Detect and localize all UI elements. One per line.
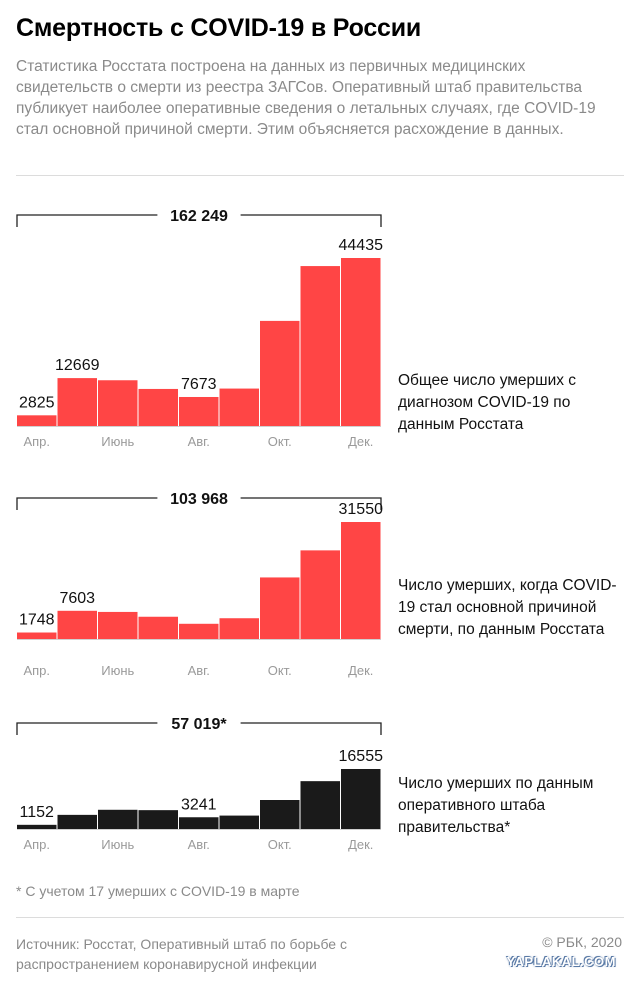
intro-text: Статистика Росстата построена на данных …: [16, 58, 596, 138]
tick-label: Июнь: [101, 663, 134, 678]
footnote: * С учетом 17 умерших с COVID-19 в марте: [16, 883, 300, 899]
bar-Авг.: [179, 623, 219, 639]
bottom-divider: [16, 917, 624, 918]
tick-label: Апр.: [23, 663, 50, 678]
data-label: 3241: [181, 796, 217, 813]
copyright: © РБК, 2020: [542, 934, 622, 950]
watermark: YAPLAKAL.COM: [506, 954, 616, 969]
series-label-rosstat-total: Общее число умерших с диагнозом COVID-19…: [398, 372, 577, 433]
bar-Май: [57, 378, 97, 426]
total-label-bg: [157, 713, 241, 733]
total-label-bg: [157, 488, 241, 508]
bar-Окт.: [260, 577, 300, 639]
data-label: 12669: [55, 357, 100, 374]
bar-Май: [57, 610, 97, 639]
bar-Окт.: [260, 320, 300, 426]
tick-label: Июнь: [101, 434, 134, 449]
top-divider: [16, 175, 624, 176]
chart-rosstat-total: 162 249 2825 12669 7673 44435 Апр. Июнь Авг. Окт…: [0, 195, 640, 465]
bar-Апр.: [17, 824, 57, 829]
total-label-bg: [157, 205, 241, 225]
total-label: 57 019*: [171, 716, 227, 733]
tick-label: Июнь: [101, 837, 134, 852]
bar-Июль: [138, 810, 178, 829]
total-label: 103 968: [170, 491, 228, 508]
bar-Июнь: [98, 809, 138, 829]
bar-Июнь: [98, 380, 138, 426]
bar-Июль: [138, 616, 178, 639]
bar-Нояб.: [300, 781, 340, 829]
chart-rosstat-main-cause: 103 968 1748 7603 31550 Апр. Июнь Авг. Окт. Дек.: [0, 478, 640, 683]
data-label: 7603: [59, 590, 95, 607]
data-label: 7673: [181, 376, 217, 393]
bar-Июнь: [98, 611, 138, 639]
tick-label: Окт.: [268, 663, 292, 678]
bar-Сент.: [219, 815, 259, 829]
tick-label: Апр.: [23, 434, 50, 449]
tick-label: Авг.: [188, 663, 210, 678]
bar-Дек.: [341, 258, 381, 426]
bar-Нояб.: [300, 550, 340, 639]
tick-label: Окт.: [268, 434, 292, 449]
tick-label: Авг.: [188, 837, 210, 852]
data-label: 31550: [339, 501, 384, 518]
tick-label: Окт.: [268, 837, 292, 852]
bar-Авг.: [179, 396, 219, 426]
bar-Нояб.: [300, 266, 340, 426]
series-label-operational-hq: Число умерших по данным оперативного шта…: [398, 775, 594, 836]
tick-label: Авг.: [188, 434, 210, 449]
tick-label: Апр.: [23, 837, 50, 852]
data-label: 16555: [339, 748, 384, 765]
bar-Авг.: [179, 817, 219, 829]
bar-Сент.: [219, 618, 259, 639]
series-label-rosstat-main-cause: Число умерших, когда COVID-19 стал основ…: [398, 577, 617, 638]
bar-Дек.: [341, 522, 381, 639]
tick-label: Дек.: [348, 434, 373, 449]
total-label: 162 249: [170, 208, 228, 225]
bar-Июль: [138, 388, 178, 426]
bar-Май: [57, 814, 97, 829]
data-label: 44435: [339, 237, 384, 254]
bar-Дек.: [341, 769, 381, 829]
data-label: 1748: [19, 612, 55, 629]
tick-label: Дек.: [348, 663, 373, 678]
source-text: Источник: Росстат, Оперативный штаб по б…: [16, 936, 347, 972]
tick-label: Дек.: [348, 837, 373, 852]
chart-operational-hq: 57 019* 1152 3241 16555 Апр. Июнь Авг. Окт. Дек.: [0, 703, 640, 858]
chart-operational-hq-svg: 57 019* 1152 3241 16555 Апр. Июнь Авг. Окт. Дек.: [16, 713, 384, 852]
bar-Апр.: [17, 632, 57, 639]
data-label: 1152: [20, 804, 55, 821]
bar-Окт.: [260, 800, 300, 829]
page-title: Смертность с COVID-19 в России: [16, 14, 422, 42]
data-label: 2825: [19, 394, 55, 411]
bar-Сент.: [219, 388, 259, 426]
bar-Апр.: [17, 415, 57, 426]
chart-rosstat-total-svg: 162 249 2825 12669 7673 44435 Апр. Июнь Авг. Окт…: [16, 205, 384, 449]
